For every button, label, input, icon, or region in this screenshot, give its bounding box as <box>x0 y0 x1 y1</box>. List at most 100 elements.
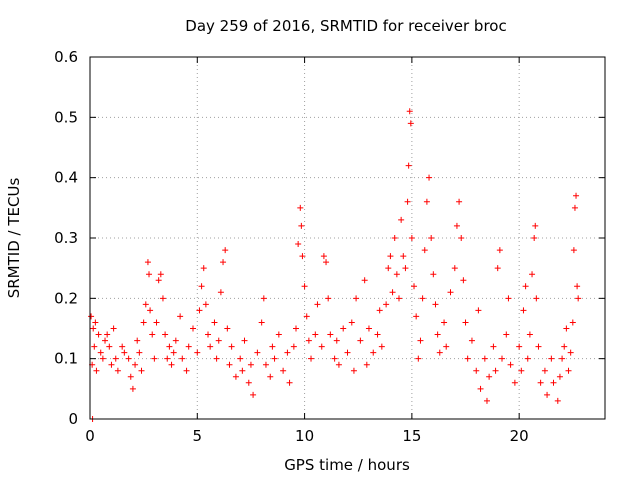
data-point <box>323 259 330 266</box>
data-point <box>144 259 151 266</box>
data-point <box>541 367 548 374</box>
data-point <box>153 319 160 326</box>
data-point <box>198 283 205 290</box>
data-point <box>503 331 510 338</box>
data-point <box>423 198 430 205</box>
data-point <box>93 367 100 374</box>
data-point <box>537 379 544 386</box>
data-point <box>413 313 420 320</box>
data-point <box>146 271 153 278</box>
data-point <box>119 343 126 350</box>
data-point <box>406 108 413 115</box>
data-point <box>571 204 578 211</box>
data-point <box>260 295 267 302</box>
data-point <box>108 361 115 368</box>
data-point <box>441 319 448 326</box>
data-point <box>164 355 171 362</box>
y-tick-label: 0.4 <box>54 169 78 187</box>
data-point <box>428 235 435 241</box>
data-point <box>370 349 377 356</box>
data-point <box>95 331 102 338</box>
data-point <box>348 319 355 326</box>
data-point <box>567 349 574 356</box>
data-point <box>400 253 407 260</box>
data-point <box>411 283 418 290</box>
data-point <box>320 253 327 260</box>
data-point <box>177 313 184 320</box>
data-point <box>331 355 338 362</box>
data-point <box>430 271 437 278</box>
data-point <box>132 361 139 368</box>
data-point <box>563 325 570 332</box>
data-point <box>486 373 493 380</box>
data-point <box>305 337 312 344</box>
data-point <box>426 174 433 181</box>
data-point <box>312 331 319 338</box>
data-point <box>90 325 97 332</box>
data-point <box>456 198 463 205</box>
data-point <box>556 373 563 380</box>
data-point <box>574 283 581 290</box>
data-point <box>196 307 203 314</box>
data-point <box>402 265 409 272</box>
data-point <box>129 385 136 392</box>
data-point <box>314 301 321 308</box>
data-point <box>516 343 523 350</box>
data-point <box>157 271 164 278</box>
data-point <box>239 367 246 374</box>
data-point <box>460 277 467 284</box>
data-point <box>494 265 501 272</box>
y-tick-label: 0 <box>68 410 78 428</box>
data-point <box>290 343 297 350</box>
data-point <box>432 301 439 308</box>
data-point <box>468 337 475 344</box>
data-point <box>419 295 426 302</box>
data-point <box>134 337 141 344</box>
data-point <box>155 277 162 284</box>
data-point <box>407 120 414 127</box>
data-point <box>327 331 334 338</box>
data-point <box>213 355 220 362</box>
data-point <box>526 331 533 338</box>
data-point <box>335 361 342 368</box>
chart-title: Day 259 of 2016, SRMTID for receiver bro… <box>185 17 506 35</box>
data-point <box>149 331 156 338</box>
data-point <box>483 397 490 404</box>
data-point <box>170 349 177 356</box>
data-point <box>511 379 518 386</box>
data-point <box>570 247 577 254</box>
data-point <box>185 343 192 350</box>
data-point <box>492 367 499 374</box>
data-point <box>106 343 113 350</box>
data-point <box>97 349 104 356</box>
data-point <box>573 192 580 199</box>
y-tick-label: 0.5 <box>54 108 78 126</box>
data-point <box>376 307 383 314</box>
x-tick-label: 10 <box>295 427 314 445</box>
data-point <box>443 343 450 350</box>
data-point <box>533 295 540 302</box>
grid-lines <box>90 57 605 419</box>
data-point <box>286 379 293 386</box>
x-tick-label: 20 <box>510 427 529 445</box>
data-point <box>464 355 471 362</box>
data-point <box>138 367 145 374</box>
data-point <box>462 319 469 326</box>
x-tick-label: 0 <box>85 427 95 445</box>
x-axis-label: GPS time / hours <box>284 456 410 474</box>
data-point <box>254 349 261 356</box>
data-point <box>535 343 542 350</box>
data-point <box>217 289 224 296</box>
plot-frame <box>89 56 606 420</box>
data-point <box>205 331 212 338</box>
data-point <box>172 337 179 344</box>
data-point <box>434 331 441 338</box>
data-point <box>518 367 525 374</box>
data-point <box>499 355 505 362</box>
data-point <box>121 349 128 356</box>
x-tick-label: 15 <box>402 427 421 445</box>
data-point <box>405 162 412 169</box>
data-point <box>102 337 109 344</box>
data-point <box>363 361 370 368</box>
